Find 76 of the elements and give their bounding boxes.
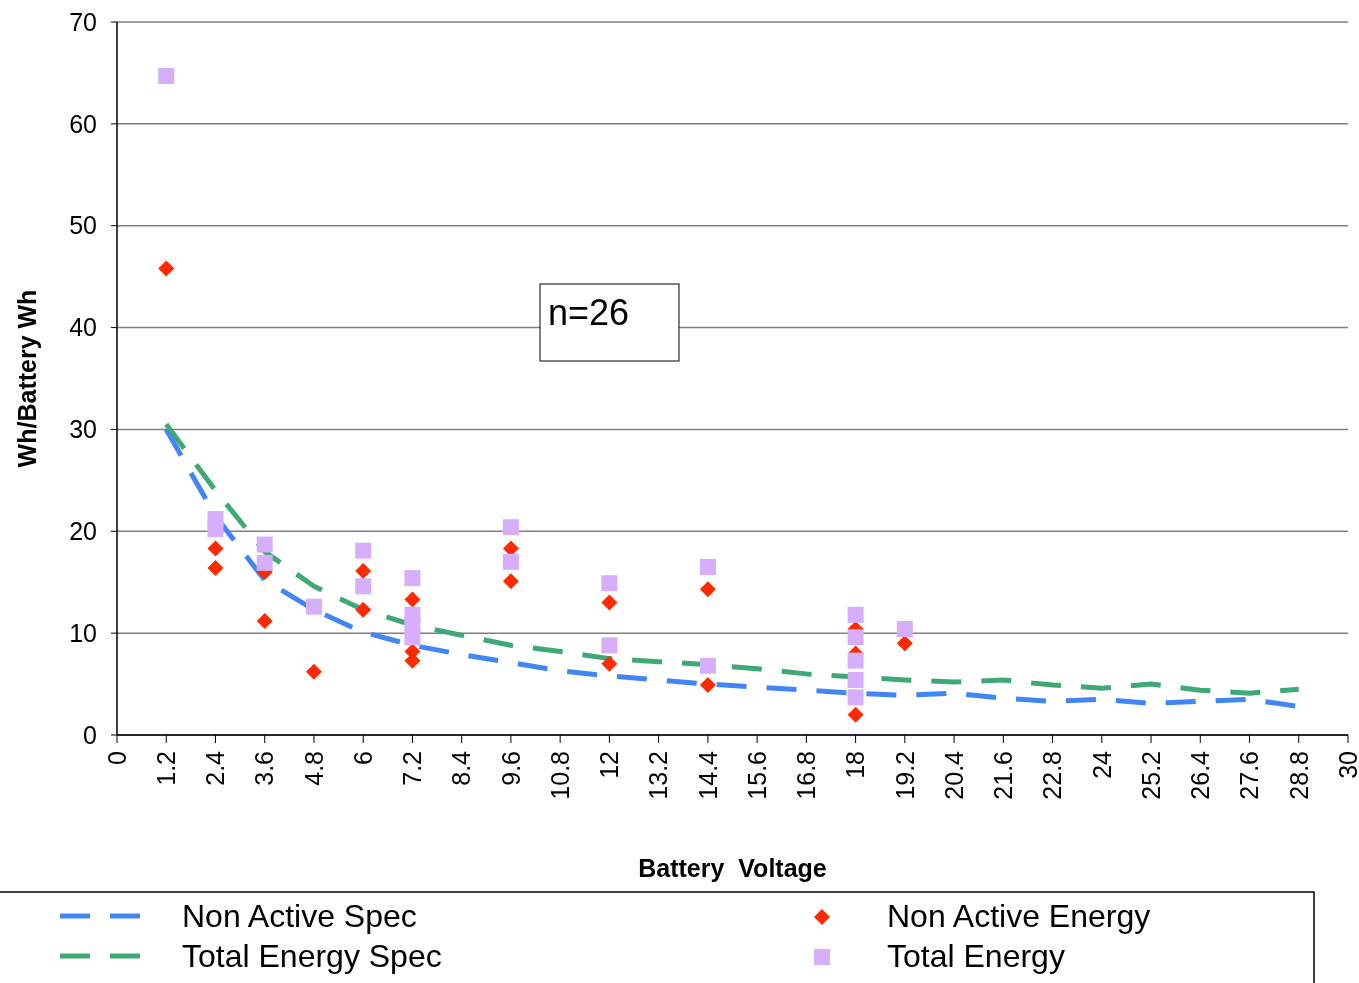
point bbox=[404, 570, 421, 587]
point bbox=[847, 672, 864, 688]
point bbox=[158, 260, 175, 277]
legend-label: Non Active Energy bbox=[887, 898, 1151, 935]
y-tick-label: 70 bbox=[69, 7, 97, 36]
x-tick-label: 4.8 bbox=[299, 751, 328, 786]
point bbox=[256, 536, 273, 553]
point bbox=[207, 559, 224, 576]
point bbox=[896, 635, 913, 652]
x-tick-label: 13.2 bbox=[644, 751, 673, 800]
legend-label: Total Energy bbox=[887, 938, 1065, 975]
point bbox=[847, 629, 864, 646]
point bbox=[305, 598, 322, 615]
x-tick-label: 8.4 bbox=[447, 750, 476, 786]
point bbox=[601, 594, 618, 611]
point bbox=[404, 591, 421, 608]
x-tick-label: 28.8 bbox=[1284, 751, 1313, 800]
legend-label: Total Energy Spec bbox=[182, 938, 442, 975]
point bbox=[601, 637, 618, 654]
x-tick-label: 1.2 bbox=[151, 751, 180, 786]
x-tick-label: 6 bbox=[348, 751, 377, 765]
x-tick-label: 16.8 bbox=[792, 751, 821, 800]
point bbox=[847, 652, 864, 669]
y-tick-label: 30 bbox=[69, 415, 97, 444]
y-tick-label: 10 bbox=[69, 618, 97, 647]
point bbox=[207, 540, 224, 557]
x-tick-label: 20.4 bbox=[939, 750, 968, 800]
point bbox=[256, 554, 273, 571]
point bbox=[355, 578, 372, 595]
annotation: n=26 bbox=[548, 292, 630, 333]
x-tick-label: 25.2 bbox=[1136, 751, 1165, 800]
point bbox=[502, 519, 519, 536]
legend-label: Non Active Spec bbox=[182, 898, 417, 935]
y-tick-label: 60 bbox=[69, 109, 97, 138]
x-tick-label: 15.6 bbox=[742, 751, 771, 800]
x-tick-label: 22.8 bbox=[1038, 751, 1067, 800]
y-axis-title: Wh/Battery Wh bbox=[13, 289, 41, 468]
point bbox=[601, 655, 618, 672]
x-tick-label: 19.2 bbox=[890, 751, 919, 800]
point bbox=[355, 563, 372, 580]
point bbox=[256, 612, 273, 629]
point bbox=[699, 558, 716, 575]
x-tick-label: 14.4 bbox=[693, 750, 722, 800]
point bbox=[699, 677, 716, 694]
point bbox=[355, 542, 372, 559]
point bbox=[699, 581, 716, 598]
x-tick-label: 27.6 bbox=[1235, 751, 1264, 800]
point bbox=[207, 521, 224, 538]
x-tick-label: 21.6 bbox=[989, 751, 1018, 800]
x-tick-label: 18 bbox=[841, 751, 870, 779]
point bbox=[847, 689, 864, 706]
point bbox=[502, 553, 519, 570]
x-tick-label: 24 bbox=[1087, 750, 1116, 779]
point bbox=[847, 606, 864, 623]
y-tick-label: 40 bbox=[69, 313, 97, 342]
x-tick-label: 7.2 bbox=[398, 751, 427, 786]
x-tick-label: 10.8 bbox=[545, 751, 574, 800]
point bbox=[699, 657, 716, 674]
x-tick-label: 0 bbox=[102, 751, 131, 765]
point bbox=[158, 67, 175, 84]
x-tick-label: 3.6 bbox=[250, 751, 279, 786]
x-tick-label: 12 bbox=[595, 751, 624, 779]
point bbox=[896, 621, 913, 638]
x-axis-title: Battery Voltage bbox=[638, 854, 827, 882]
y-tick-label: 50 bbox=[69, 211, 97, 240]
x-tick-label: 9.6 bbox=[496, 751, 525, 786]
y-tick-label: 20 bbox=[69, 517, 97, 546]
point bbox=[355, 601, 372, 618]
point bbox=[847, 706, 864, 723]
x-tick-label: 2.4 bbox=[201, 750, 230, 786]
point bbox=[601, 575, 618, 592]
x-tick-label: 30 bbox=[1333, 751, 1359, 779]
point bbox=[502, 573, 519, 590]
point bbox=[305, 663, 322, 680]
point bbox=[404, 629, 421, 646]
x-tick-label: 26.4 bbox=[1186, 750, 1215, 800]
